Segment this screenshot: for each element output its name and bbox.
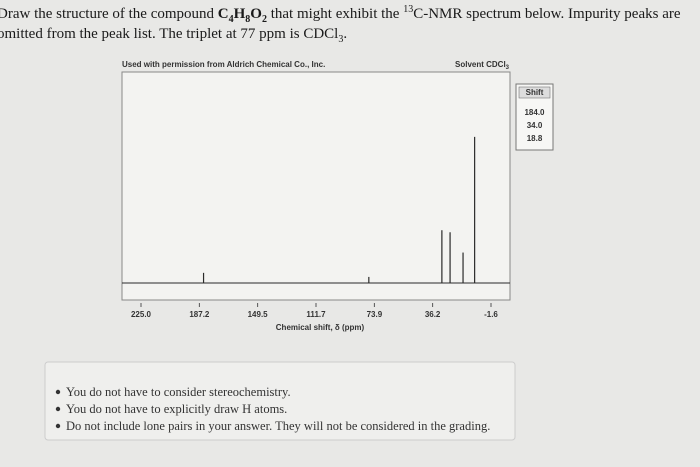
shift-table-header-cell <box>518 86 551 99</box>
question-text: . <box>343 26 347 42</box>
shift-value: 34.0 <box>527 121 543 130</box>
bullet <box>55 423 61 429</box>
formula: H <box>234 6 246 22</box>
formula: C <box>218 6 229 22</box>
x-tick-label: 187.2 <box>189 310 210 319</box>
note: You do not have to consider stereochemis… <box>66 385 291 399</box>
subscript: 3 <box>506 65 510 71</box>
formula: 8 <box>245 14 250 25</box>
question-line-2: omitted from the peak list. The triplet … <box>0 26 347 45</box>
x-tick-label: 73.9 <box>367 310 383 319</box>
note: Do not include lone pairs in your answer… <box>66 419 490 433</box>
formula: O <box>250 6 262 22</box>
superscript: 13 <box>403 4 413 15</box>
formula: 4 <box>229 14 234 25</box>
shift-table-header: Shift <box>526 88 544 97</box>
x-axis-title: Chemical shift, δ (ppm) <box>276 323 365 332</box>
question-text: that might exhibit the <box>267 6 403 22</box>
notes-box <box>44 361 516 441</box>
formula: 2 <box>262 14 267 25</box>
x-tick-label: 225.0 <box>131 310 152 319</box>
subscript: 3 <box>338 34 343 45</box>
bullet <box>55 406 61 412</box>
x-tick-label: 36.2 <box>425 310 441 319</box>
question-text: Draw the structure of the compound <box>0 6 218 22</box>
plot-frame <box>121 71 511 301</box>
shift-value: 184.0 <box>524 108 545 117</box>
question-line-1: Draw the structure of the compound C4H8O… <box>0 4 681 25</box>
x-tick-label: 111.7 <box>306 310 326 319</box>
permission-note: Used with permission from Aldrich Chemic… <box>122 60 325 69</box>
solvent-text: Solvent CDCl <box>455 60 506 69</box>
note: You do not have to explicitly draw H ato… <box>66 402 287 416</box>
bullet <box>55 389 61 395</box>
question-text: omitted from the peak list. The triplet … <box>0 26 338 42</box>
shift-value: 18.8 <box>527 134 543 143</box>
solvent-label: Solvent CDCl3 <box>455 60 510 71</box>
question-text: C-NMR spectrum below. Impurity peaks are <box>413 6 681 22</box>
x-tick-label: -1.6 <box>484 310 498 319</box>
x-tick-label: 149.5 <box>248 310 269 319</box>
